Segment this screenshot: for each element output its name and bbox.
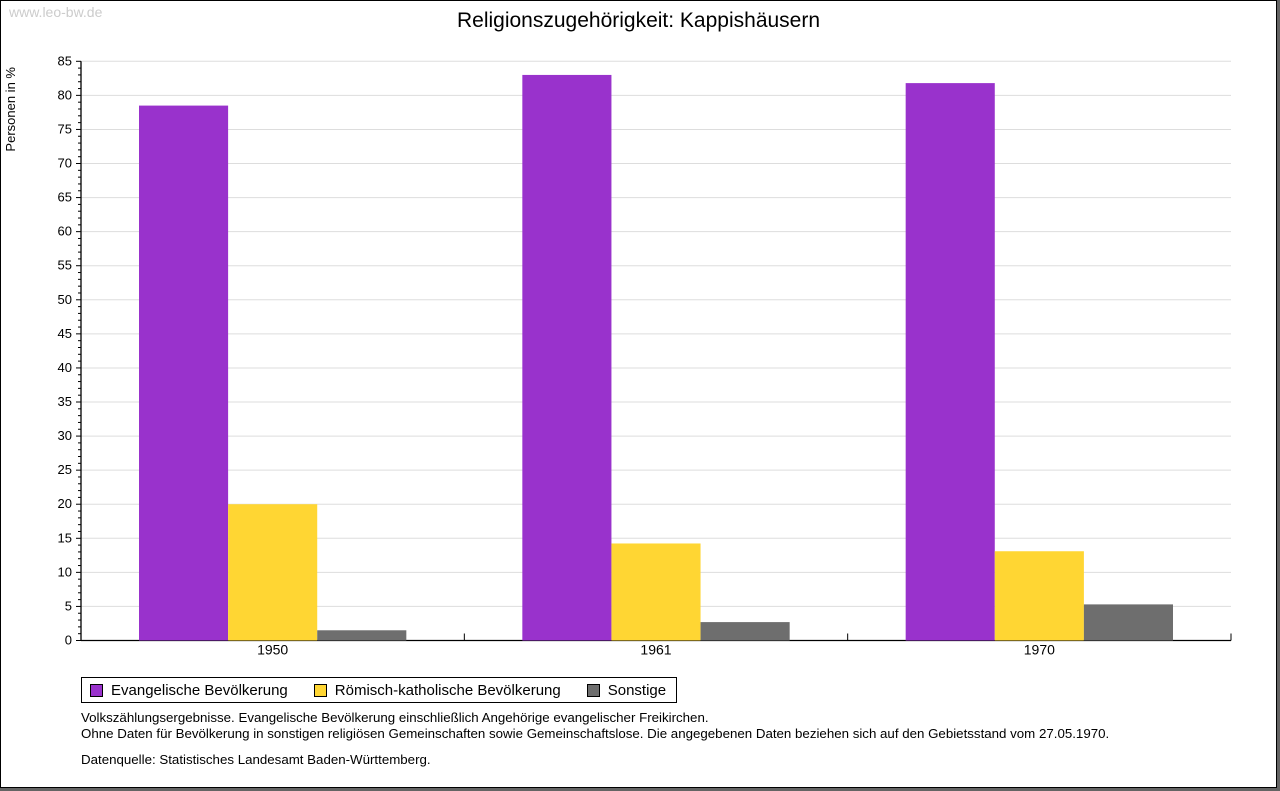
svg-text:10: 10 [58,564,72,579]
svg-text:75: 75 [58,121,72,136]
svg-text:25: 25 [58,462,72,477]
svg-text:80: 80 [58,87,72,102]
svg-text:1970: 1970 [1024,642,1055,658]
svg-text:70: 70 [58,156,72,171]
svg-text:20: 20 [58,496,72,511]
svg-text:60: 60 [58,224,72,239]
svg-text:55: 55 [58,258,72,273]
svg-text:35: 35 [58,394,72,409]
svg-text:15: 15 [58,530,72,545]
svg-text:50: 50 [58,292,72,307]
svg-text:1950: 1950 [257,642,288,658]
svg-text:65: 65 [58,190,72,205]
svg-text:40: 40 [58,360,72,375]
svg-text:0: 0 [65,633,72,648]
svg-text:85: 85 [58,53,72,68]
svg-text:5: 5 [65,598,72,613]
svg-text:1961: 1961 [640,642,671,658]
svg-text:30: 30 [58,428,72,443]
svg-text:45: 45 [58,326,72,341]
svg-text:Personen in %: Personen in % [3,67,18,152]
